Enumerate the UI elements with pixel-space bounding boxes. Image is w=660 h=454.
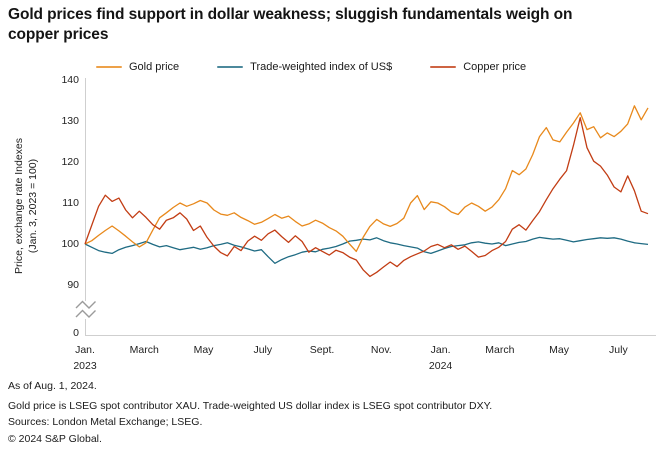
y-tick-label-0: 0	[73, 326, 79, 339]
x-tick-label-nov: Nov.	[370, 344, 392, 356]
y-tick-label-100: 100	[61, 237, 79, 250]
x-tick-label-sept: Sept.	[309, 344, 335, 356]
y-tick-label-120: 120	[61, 155, 79, 168]
axis-break-icon	[75, 300, 96, 309]
legend-item-gold: Gold price	[96, 61, 179, 73]
legend-item-dxy: Trade-weighted index of US$	[217, 61, 392, 73]
copyright-note: © 2024 S&P Global.	[8, 433, 102, 445]
x-tick-label-july: July	[609, 344, 628, 356]
x-tick-label-may: May	[549, 344, 570, 356]
legend-label-gold: Gold price	[129, 61, 180, 73]
y-tick-label-140: 140	[61, 73, 79, 86]
axis-break-icon	[75, 309, 96, 318]
x-tick-label-may: May	[193, 344, 214, 356]
x-tick-label-march: March	[129, 344, 159, 356]
legend-label-dxy: Trade-weighted index of US$	[250, 61, 393, 73]
y-tick-label-110: 110	[62, 196, 79, 209]
x-tick-label-jan2023: Jan. 2023	[73, 344, 97, 372]
y-tick-label-90: 90	[67, 278, 79, 291]
legend-item-copper: Copper price	[430, 61, 526, 73]
legend: Gold price Trade-weighted index of US$ C…	[96, 61, 526, 73]
x-tick-label-jan2024: Jan. 2024	[428, 344, 453, 372]
dxy-line-swatch-icon	[217, 65, 244, 69]
copper-price-line	[84, 117, 649, 278]
page-title: Gold prices find support in dollar weakn…	[8, 6, 573, 43]
x-tick-label-march: March	[485, 344, 515, 356]
y-tick-label-130: 130	[61, 114, 79, 127]
as-of-note: As of Aug. 1, 2024.	[8, 380, 97, 392]
legend-label-copper: Copper price	[463, 61, 527, 73]
sources-note: Sources: London Metal Exchange; LSEG.	[8, 416, 203, 428]
copper-line-swatch-icon	[430, 65, 457, 69]
x-tick-label-july: July	[253, 344, 273, 356]
gold-price-line	[84, 105, 649, 253]
gold-line-swatch-icon	[96, 65, 122, 69]
trade-weighted-index-of-us--line	[84, 236, 649, 264]
definition-note: Gold price is LSEG spot contributor XAU.…	[8, 400, 493, 412]
